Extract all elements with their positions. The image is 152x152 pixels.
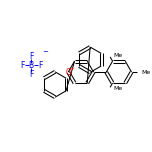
Text: B: B [29,61,34,70]
Text: Me: Me [114,54,123,58]
Text: F: F [29,70,33,79]
Text: O: O [65,68,71,77]
Text: F: F [29,52,33,61]
Text: −: − [42,49,48,55]
Text: F: F [38,61,42,70]
Text: Me: Me [114,86,123,91]
Text: Me: Me [142,70,151,75]
Text: F: F [20,61,25,70]
Text: +: + [70,66,74,71]
